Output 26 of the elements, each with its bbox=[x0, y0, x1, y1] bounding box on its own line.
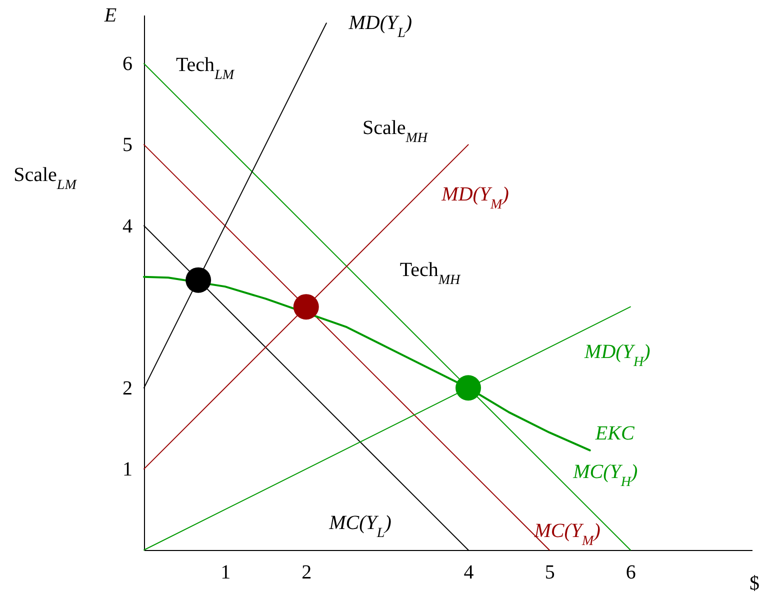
point bbox=[186, 267, 212, 293]
y-tick-label: 1 bbox=[122, 458, 132, 480]
y-tick-label: 5 bbox=[122, 134, 132, 156]
x-tick-label: 5 bbox=[544, 562, 555, 584]
series-label: MD(Y$_{M}$) bbox=[440, 184, 510, 212]
point bbox=[293, 294, 319, 320]
x-tick-label: 2 bbox=[302, 562, 312, 584]
series-label: EKC bbox=[594, 422, 635, 444]
series-label: MD(Y$_{H}$) bbox=[584, 340, 651, 370]
point bbox=[456, 375, 482, 401]
annotation: Tech$_{LM}$ bbox=[176, 54, 236, 82]
series-label: MC(Y$_{L}$) bbox=[328, 512, 392, 540]
text: Scale$_{LM}$ bbox=[14, 164, 78, 192]
x-tick-label: 1 bbox=[220, 562, 231, 584]
series-label: MD(Y$_{L}$) bbox=[348, 12, 412, 41]
y-tick-label: 6 bbox=[122, 53, 132, 76]
x-axis-title: $ bbox=[750, 572, 760, 594]
y-axis-title: E bbox=[103, 4, 117, 26]
y-tick-label: 4 bbox=[122, 215, 132, 238]
y-tick-label: 2 bbox=[122, 377, 132, 400]
annotation: Scale$_{MH}$ bbox=[362, 117, 428, 146]
series-label: MC(Y$_{H}$) bbox=[572, 461, 638, 490]
annotation: Tech$_{MH}$ bbox=[400, 259, 462, 288]
x-tick-label: 6 bbox=[626, 562, 636, 584]
series-label: MC(Y$_{M}$) bbox=[533, 520, 601, 548]
x-tick-label: 4 bbox=[464, 562, 474, 584]
